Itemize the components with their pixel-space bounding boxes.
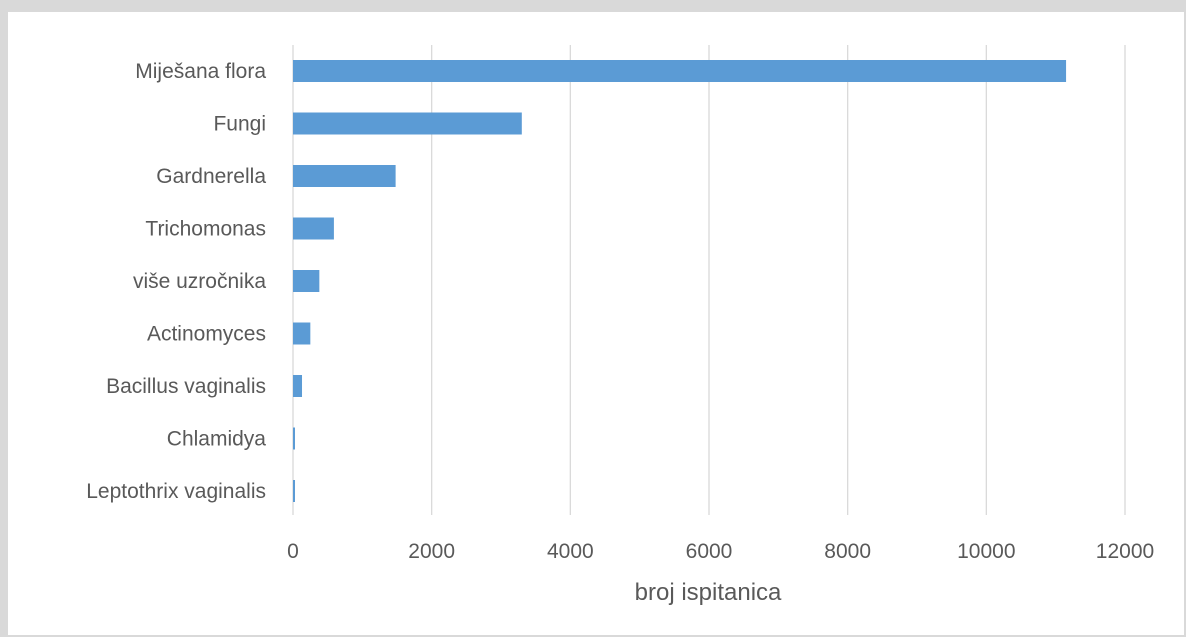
bar [293,322,311,345]
x-tick-label: 2000 [408,540,455,563]
bar [293,217,334,240]
category-label: Fungi [213,113,266,136]
category-label: Trichomonas [145,218,266,241]
bar [293,375,303,397]
x-tick-label: 12000 [1096,540,1154,563]
category-label: više uzročnika [133,270,266,293]
bar [293,427,295,450]
bars [293,60,1067,502]
bar [293,270,320,292]
bar [293,112,522,135]
category-label: Miješana flora [135,60,266,83]
x-tick-label: 8000 [824,540,871,563]
category-label: Chlamidya [167,428,267,451]
bar [293,60,1067,82]
x-tick-label: 6000 [686,540,733,563]
category-label: Gardnerella [156,165,266,188]
x-axis-title: broj ispitanica [635,579,782,606]
category-label: Bacillus vaginalis [106,375,266,398]
x-tick-label: 4000 [547,540,594,563]
x-tick-labels: 0 2000 4000 6000 8000 10000 12000 [287,540,1154,563]
category-label: Leptothrix vaginalis [86,480,266,503]
x-tick-label: 10000 [957,540,1015,563]
bar [293,165,396,187]
x-tick-label: 0 [287,540,299,563]
bar [293,480,295,502]
category-label: Actinomyces [147,323,266,346]
category-labels: Miješana flora Fungi Gardnerella Trichomona… [86,60,266,503]
